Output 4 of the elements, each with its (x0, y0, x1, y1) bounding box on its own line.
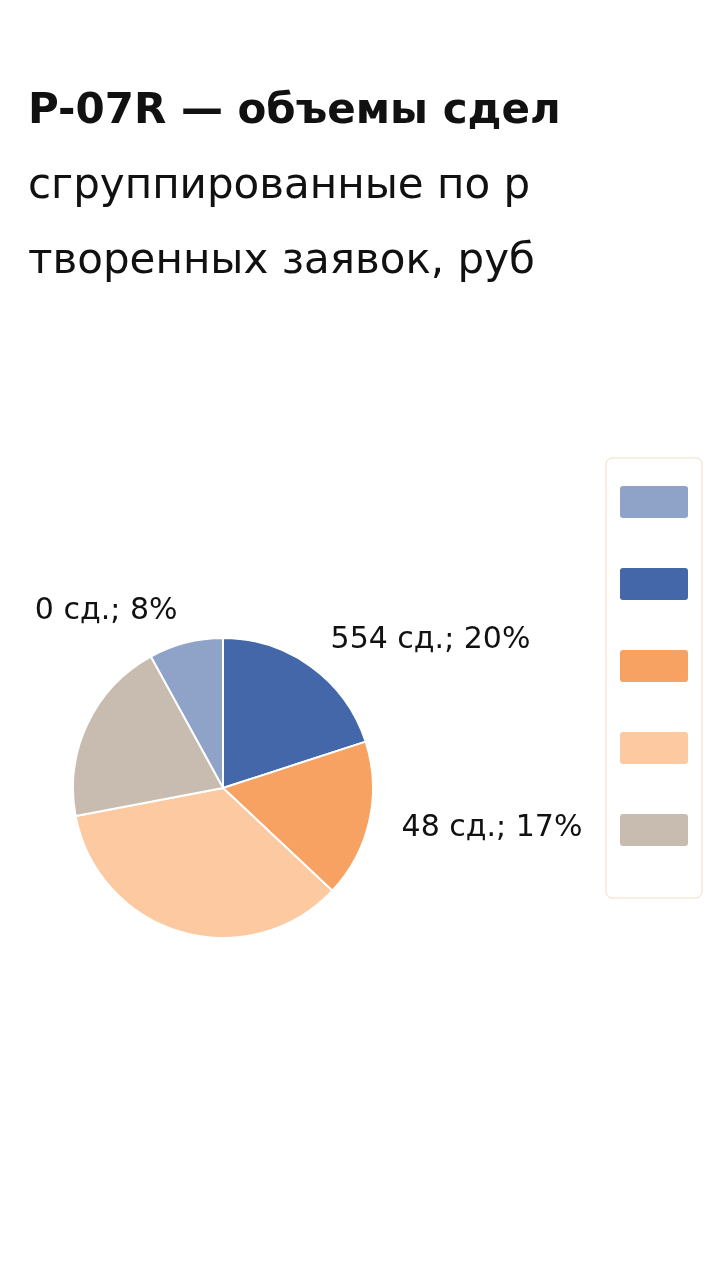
chart-title: P-07R — объемы сдел сгруппированные по р творенных заявок, руб (28, 84, 561, 283)
data-label: 0 сд.; 8% (34, 591, 178, 627)
data-label: 48 сд.; 17% (401, 808, 583, 844)
data-label: 554 сд.; 20% (330, 620, 531, 656)
